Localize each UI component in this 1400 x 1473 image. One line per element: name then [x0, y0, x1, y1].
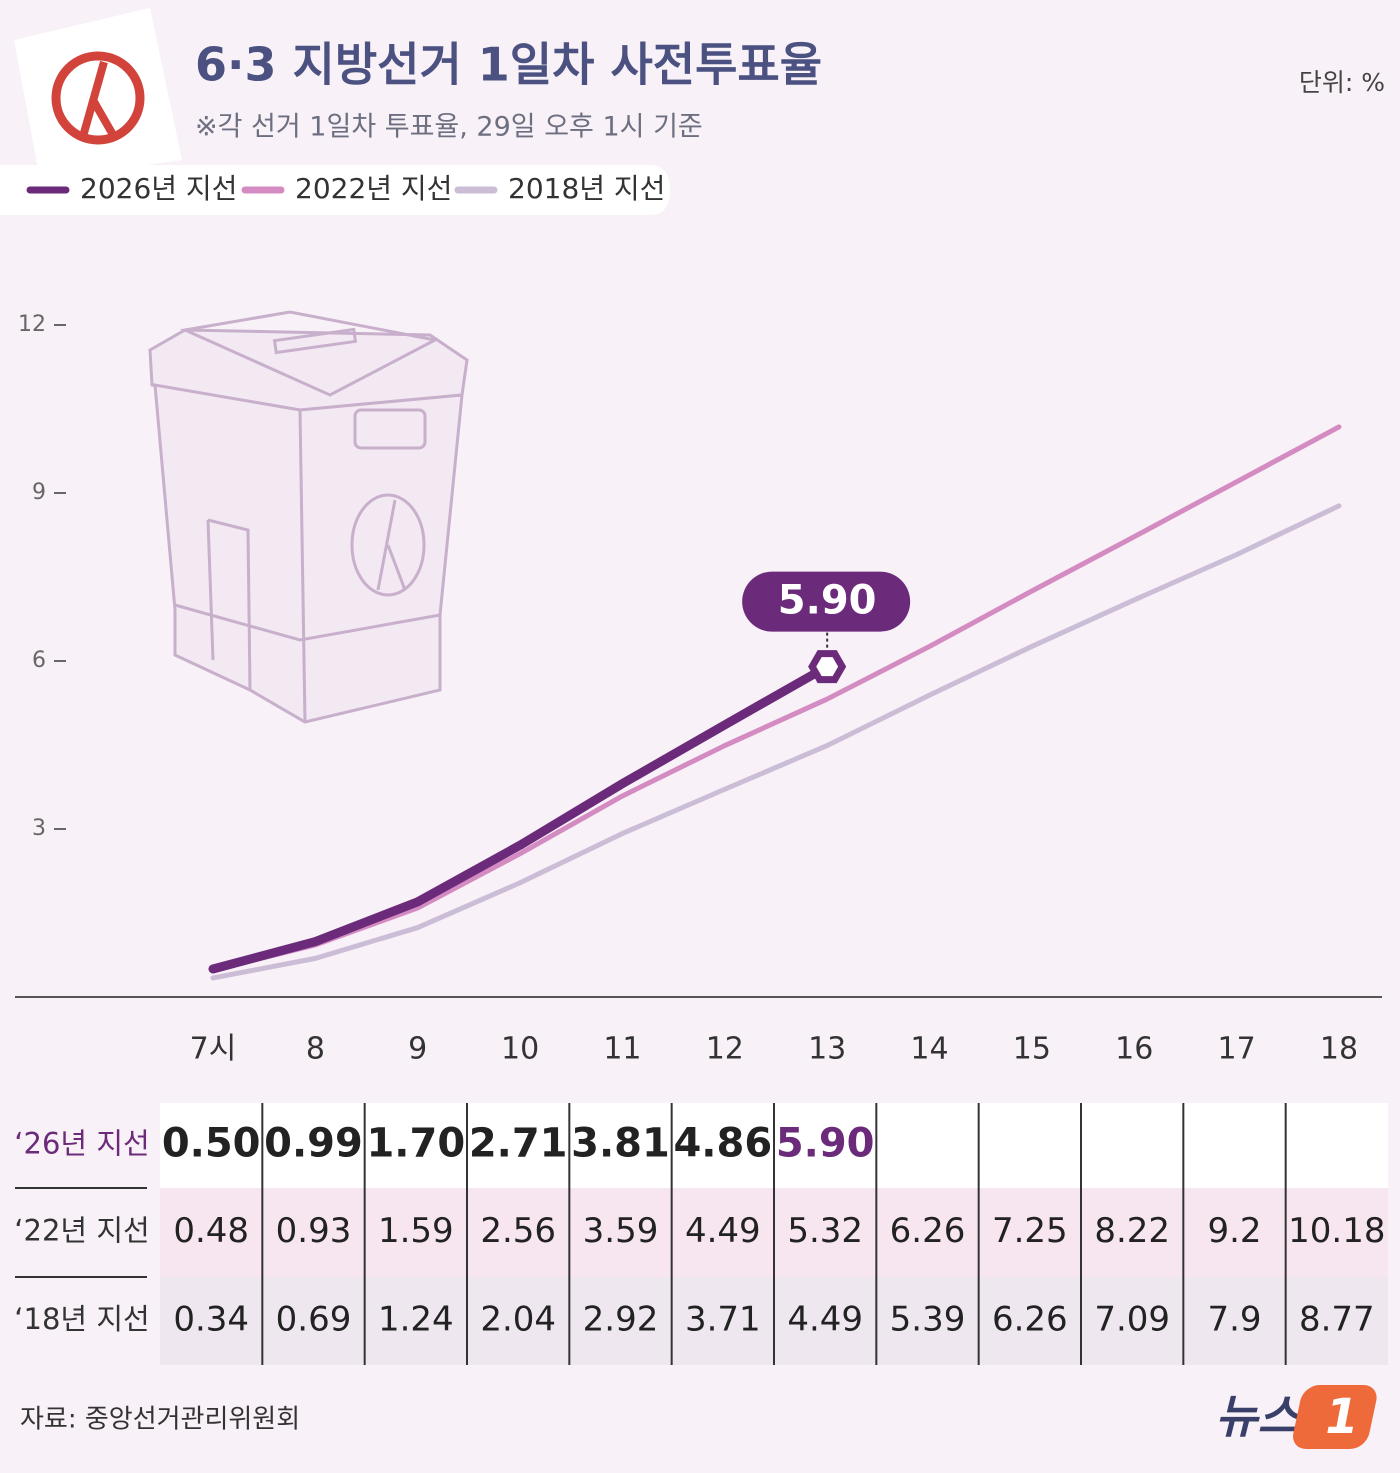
- y-tick-label: 9: [32, 480, 46, 505]
- x-tick-label: 15: [1013, 1032, 1051, 1067]
- table-cell: 2.71: [469, 1121, 568, 1167]
- x-tick-label: 16: [1115, 1032, 1153, 1067]
- y-tick-label: 12: [18, 312, 46, 337]
- callout-label: 5.90: [778, 578, 877, 624]
- legend-box: [0, 165, 670, 215]
- chart-title: 6·3 지방선거 1일차 사전투표율: [195, 38, 822, 92]
- series-line: [210, 503, 1342, 981]
- logo-mark-box: [1293, 1385, 1377, 1449]
- table-cell: 1.70: [366, 1121, 465, 1167]
- table-cell: 6.26: [992, 1300, 1068, 1340]
- table-cell: 7.25: [992, 1211, 1068, 1251]
- ballot-icon: [14, 8, 182, 180]
- legend-label: 2026년 지선: [80, 172, 237, 205]
- table-cell: 7.09: [1094, 1300, 1170, 1340]
- table-cell: 8.22: [1094, 1211, 1170, 1251]
- table-cell: 2.56: [480, 1211, 556, 1251]
- table-cell: 3.81: [571, 1121, 670, 1167]
- table-cell: 5.90: [776, 1121, 875, 1167]
- ballot-box-illustration: [148, 310, 469, 724]
- x-tick-label: 13: [808, 1032, 846, 1067]
- table-cell: 2.92: [583, 1300, 659, 1340]
- table-cell: 0.48: [173, 1211, 249, 1251]
- legend-label: 2022년 지선: [295, 172, 452, 205]
- table-cell: 10.18: [1288, 1211, 1385, 1251]
- table-cell: 0.69: [276, 1300, 352, 1340]
- table-cell: 0.34: [173, 1300, 249, 1340]
- source: 자료: 중앙선거관리위원회: [20, 1405, 300, 1435]
- y-tick-label: 3: [32, 816, 46, 841]
- table-cell: 4.86: [673, 1121, 772, 1167]
- x-tick-label: 9: [408, 1032, 427, 1067]
- x-tick-label: 10: [501, 1032, 539, 1067]
- callout-box: [742, 571, 911, 632]
- series-line: [208, 662, 832, 974]
- table-cell: 0.93: [276, 1211, 352, 1251]
- table-cell: 7.9: [1207, 1300, 1261, 1340]
- subtitle: ※각 선거 1일차 투표율, 29일 오후 1시 기준: [195, 112, 703, 143]
- table-cell: 6.26: [890, 1211, 966, 1251]
- table-cell: 3.59: [583, 1211, 659, 1251]
- logo-text: 뉴스: [1215, 1390, 1301, 1444]
- legend-label: 2018년 지선: [508, 172, 665, 205]
- x-tick-label: 8: [306, 1032, 325, 1067]
- table-cell: 3.71: [685, 1300, 761, 1340]
- row-label: ‘18년 지선: [14, 1302, 149, 1336]
- table-cell: 0.99: [264, 1121, 363, 1167]
- x-tick-label: 14: [910, 1032, 948, 1067]
- table-cell: 4.49: [787, 1300, 863, 1340]
- table-cell: 1.59: [378, 1211, 454, 1251]
- point-marker: [808, 650, 847, 684]
- table-cell: 4.49: [685, 1211, 761, 1251]
- x-tick-label: 12: [706, 1032, 744, 1067]
- x-tick-label: 11: [603, 1032, 641, 1067]
- y-tick-label: 6: [32, 648, 46, 673]
- table-cell: 2.04: [480, 1300, 556, 1340]
- table-cell: 0.50: [162, 1121, 261, 1167]
- table-cell: 1.24: [378, 1300, 454, 1340]
- table-cell: 5.39: [890, 1300, 966, 1340]
- x-tick-label: 7시: [190, 1032, 237, 1067]
- unit-label: 단위: %: [1299, 68, 1385, 97]
- x-tick-label: 17: [1218, 1032, 1256, 1067]
- row-label: ‘22년 지선: [14, 1214, 149, 1248]
- table-cell: 9.2: [1207, 1211, 1261, 1251]
- row-label: ‘26년 지선: [14, 1127, 149, 1161]
- table-cell: 8.77: [1299, 1300, 1375, 1340]
- table-cell: 5.32: [787, 1211, 863, 1251]
- x-tick-label: 18: [1320, 1032, 1358, 1067]
- series-line: [210, 424, 1342, 973]
- logo-mark: 1: [1325, 1389, 1358, 1445]
